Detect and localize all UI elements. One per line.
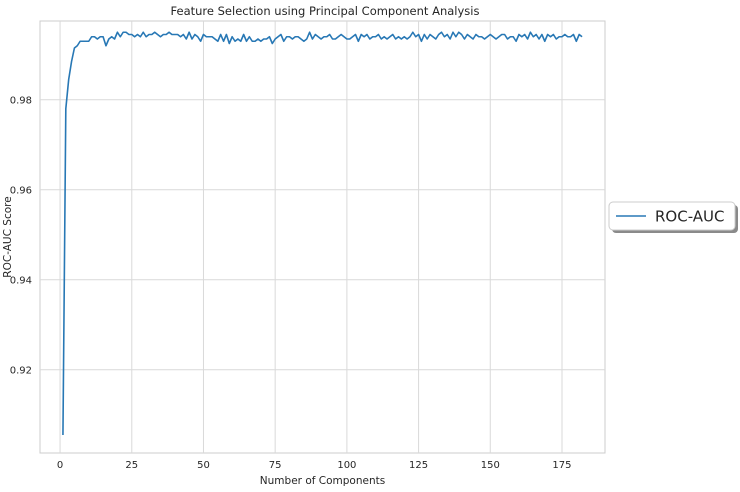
x-tick-label: 150: [481, 460, 500, 471]
legend-label-roc-auc: ROC-AUC: [655, 208, 725, 226]
x-tick-label: 175: [552, 460, 571, 471]
legend-box: [608, 201, 736, 231]
series-line-roc-auc: [62, 31, 583, 436]
y-axis-label: ROC-AUC Score: [2, 196, 14, 277]
y-tick-label: 0.92: [10, 365, 32, 376]
x-axis-ticks: 0 25 50 75 100 125 150 175: [57, 460, 572, 471]
x-tick-label: 75: [269, 460, 282, 471]
x-tick-label: 0: [57, 460, 63, 471]
x-tick-label: 50: [197, 460, 210, 471]
series-layer: [62, 31, 583, 436]
chart-title: Feature Selection using Principal Compon…: [171, 4, 480, 18]
grid-lines: [40, 21, 605, 453]
x-tick-label: 125: [409, 460, 428, 471]
y-tick-label: 0.98: [10, 95, 32, 106]
plot-area: [39, 20, 606, 454]
x-axis-label: Number of Components: [260, 475, 385, 487]
x-tick-label: 25: [125, 460, 138, 471]
y-tick-label: 0.94: [10, 275, 32, 286]
x-tick-label: 100: [337, 460, 356, 471]
y-tick-label: 0.96: [10, 185, 32, 196]
legend: ROC-AUC: [608, 201, 738, 233]
y-axis-ticks: 0.92 0.94 0.96 0.98: [10, 95, 32, 376]
